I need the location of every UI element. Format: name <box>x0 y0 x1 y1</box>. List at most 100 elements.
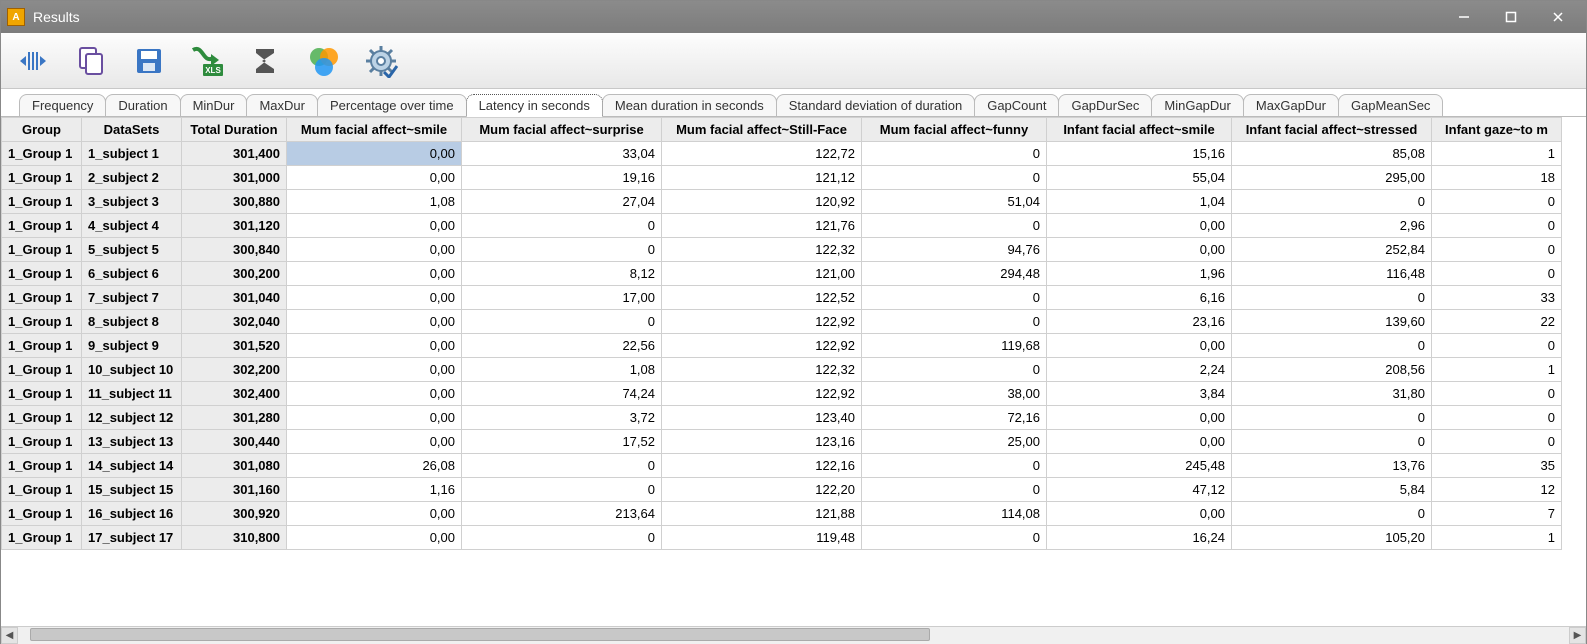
row-header-cell[interactable]: 300,200 <box>182 262 287 286</box>
row-header-cell[interactable]: 1_Group 1 <box>2 526 82 550</box>
data-cell[interactable]: 120,92 <box>662 190 862 214</box>
data-cell[interactable]: 119,68 <box>862 334 1047 358</box>
data-cell[interactable]: 139,60 <box>1232 310 1432 334</box>
data-cell[interactable]: 122,32 <box>662 238 862 262</box>
data-cell[interactable]: 12 <box>1432 478 1562 502</box>
data-cell[interactable]: 0 <box>1232 502 1432 526</box>
row-header-cell[interactable]: 1_Group 1 <box>2 166 82 190</box>
data-cell[interactable]: 6,16 <box>1047 286 1232 310</box>
data-cell[interactable]: 23,16 <box>1047 310 1232 334</box>
export-excel-button[interactable]: XLS <box>187 41 227 81</box>
horizontal-scrollbar[interactable]: ◀ ▶ <box>1 626 1586 643</box>
data-cell[interactable]: 0 <box>462 454 662 478</box>
tab-mean-duration-in-seconds[interactable]: Mean duration in seconds <box>602 94 777 116</box>
data-cell[interactable]: 1,08 <box>462 358 662 382</box>
data-cell[interactable]: 15,16 <box>1047 142 1232 166</box>
column-header[interactable]: Total Duration <box>182 118 287 142</box>
column-header[interactable]: Mum facial affect~funny <box>862 118 1047 142</box>
data-cell[interactable]: 121,76 <box>662 214 862 238</box>
scroll-track[interactable] <box>18 627 1569 644</box>
table-row[interactable]: 1_Group 113_subject 13300,4400,0017,5212… <box>2 430 1562 454</box>
data-cell[interactable]: 114,08 <box>862 502 1047 526</box>
table-row[interactable]: 1_Group 12_subject 2301,0000,0019,16121,… <box>2 166 1562 190</box>
data-cell[interactable]: 0,00 <box>287 142 462 166</box>
row-header-cell[interactable]: 13_subject 13 <box>82 430 182 454</box>
row-header-cell[interactable]: 1_Group 1 <box>2 262 82 286</box>
data-cell[interactable]: 17,00 <box>462 286 662 310</box>
data-cell[interactable]: 105,20 <box>1232 526 1432 550</box>
data-cell[interactable]: 122,32 <box>662 358 862 382</box>
data-cell[interactable]: 27,04 <box>462 190 662 214</box>
data-cell[interactable]: 0 <box>1432 334 1562 358</box>
data-cell[interactable]: 13,76 <box>1232 454 1432 478</box>
data-cell[interactable]: 119,48 <box>662 526 862 550</box>
data-cell[interactable]: 0 <box>462 478 662 502</box>
table-row[interactable]: 1_Group 115_subject 15301,1601,160122,20… <box>2 478 1562 502</box>
data-cell[interactable]: 0 <box>1232 190 1432 214</box>
row-header-cell[interactable]: 7_subject 7 <box>82 286 182 310</box>
column-header[interactable]: DataSets <box>82 118 182 142</box>
data-cell[interactable]: 33 <box>1432 286 1562 310</box>
scroll-left-button[interactable]: ◀ <box>1 627 18 644</box>
data-cell[interactable]: 0,00 <box>1047 406 1232 430</box>
table-row[interactable]: 1_Group 18_subject 8302,0400,000122,9202… <box>2 310 1562 334</box>
data-cell[interactable]: 22 <box>1432 310 1562 334</box>
table-row[interactable]: 1_Group 19_subject 9301,5200,0022,56122,… <box>2 334 1562 358</box>
data-cell[interactable]: 213,64 <box>462 502 662 526</box>
table-row[interactable]: 1_Group 116_subject 16300,9200,00213,641… <box>2 502 1562 526</box>
row-header-cell[interactable]: 1_Group 1 <box>2 454 82 478</box>
table-row[interactable]: 1_Group 11_subject 1301,4000,0033,04122,… <box>2 142 1562 166</box>
minimize-button[interactable] <box>1441 3 1486 31</box>
row-header-cell[interactable]: 1_Group 1 <box>2 406 82 430</box>
row-header-cell[interactable]: 301,520 <box>182 334 287 358</box>
data-cell[interactable]: 1,04 <box>1047 190 1232 214</box>
data-cell[interactable]: 0,00 <box>287 310 462 334</box>
data-cell[interactable]: 3,72 <box>462 406 662 430</box>
row-header-cell[interactable]: 1_Group 1 <box>2 502 82 526</box>
data-cell[interactable]: 0,00 <box>287 502 462 526</box>
row-header-cell[interactable]: 301,280 <box>182 406 287 430</box>
row-header-cell[interactable]: 16_subject 16 <box>82 502 182 526</box>
data-cell[interactable]: 0 <box>1432 262 1562 286</box>
data-cell[interactable]: 1 <box>1432 358 1562 382</box>
data-cell[interactable]: 122,92 <box>662 382 862 406</box>
tab-mindur[interactable]: MinDur <box>180 94 248 116</box>
data-cell[interactable]: 0,00 <box>287 358 462 382</box>
data-cell[interactable]: 0 <box>862 478 1047 502</box>
data-cell[interactable]: 122,72 <box>662 142 862 166</box>
data-cell[interactable]: 1,08 <box>287 190 462 214</box>
data-cell[interactable]: 0 <box>862 286 1047 310</box>
data-cell[interactable]: 121,88 <box>662 502 862 526</box>
row-header-cell[interactable]: 301,080 <box>182 454 287 478</box>
column-header[interactable]: Group <box>2 118 82 142</box>
data-cell[interactable]: 252,84 <box>1232 238 1432 262</box>
data-cell[interactable]: 0 <box>1232 430 1432 454</box>
data-cell[interactable]: 0 <box>1432 214 1562 238</box>
data-cell[interactable]: 0,00 <box>1047 238 1232 262</box>
data-cell[interactable]: 123,40 <box>662 406 862 430</box>
data-cell[interactable]: 18 <box>1432 166 1562 190</box>
data-cell[interactable]: 0 <box>1232 286 1432 310</box>
table-row[interactable]: 1_Group 111_subject 11302,4000,0074,2412… <box>2 382 1562 406</box>
row-header-cell[interactable]: 1_Group 1 <box>2 358 82 382</box>
table-row[interactable]: 1_Group 14_subject 4301,1200,000121,7600… <box>2 214 1562 238</box>
tab-frequency[interactable]: Frequency <box>19 94 106 116</box>
data-cell[interactable]: 0 <box>1232 334 1432 358</box>
row-header-cell[interactable]: 14_subject 14 <box>82 454 182 478</box>
row-header-cell[interactable]: 2_subject 2 <box>82 166 182 190</box>
table-row[interactable]: 1_Group 15_subject 5300,8400,000122,3294… <box>2 238 1562 262</box>
data-cell[interactable]: 122,52 <box>662 286 862 310</box>
data-cell[interactable]: 0 <box>462 526 662 550</box>
row-header-cell[interactable]: 1_subject 1 <box>82 142 182 166</box>
data-cell[interactable]: 122,92 <box>662 310 862 334</box>
data-cell[interactable]: 0 <box>1432 382 1562 406</box>
row-header-cell[interactable]: 301,000 <box>182 166 287 190</box>
row-header-cell[interactable]: 300,880 <box>182 190 287 214</box>
data-cell[interactable]: 0 <box>462 238 662 262</box>
data-cell[interactable]: 0,00 <box>287 262 462 286</box>
row-header-cell[interactable]: 5_subject 5 <box>82 238 182 262</box>
row-header-cell[interactable]: 1_Group 1 <box>2 238 82 262</box>
row-header-cell[interactable]: 300,440 <box>182 430 287 454</box>
row-header-cell[interactable]: 11_subject 11 <box>82 382 182 406</box>
data-cell[interactable]: 121,00 <box>662 262 862 286</box>
